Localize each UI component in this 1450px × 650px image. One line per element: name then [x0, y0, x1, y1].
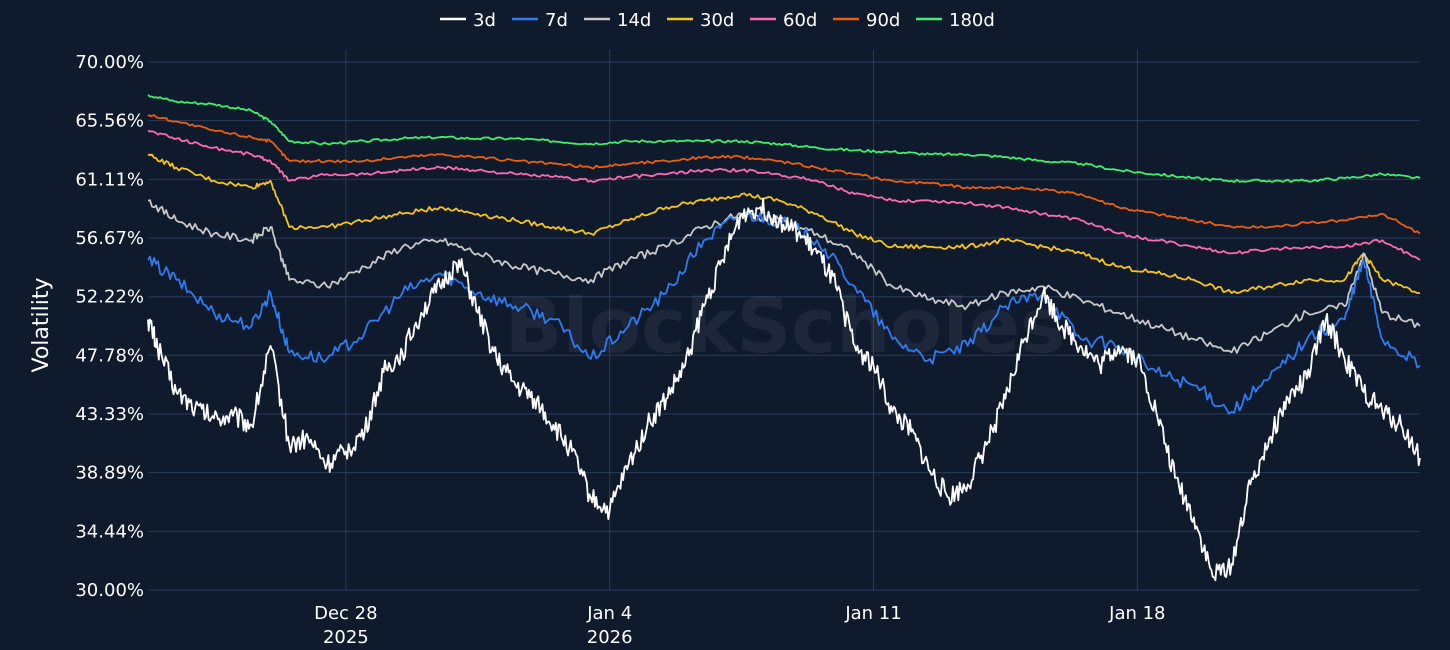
x-tick-year-label: 2026	[587, 627, 633, 648]
legend-item-7d[interactable]: 7d	[512, 10, 568, 31]
y-tick-label: 38.89%	[75, 463, 144, 484]
y-axis: 70.00% 65.56% 61.11% 56.67% 52.22% 47.78% 43.3…	[75, 52, 144, 601]
y-tick-label: 52.22%	[75, 287, 144, 308]
y-tick-label: 30.00%	[75, 580, 144, 601]
y-tick-label: 34.44%	[75, 521, 144, 542]
legend-label: 60d	[783, 10, 817, 31]
legend-label: 90d	[866, 10, 900, 31]
legend-item-90d[interactable]: 90d	[833, 10, 900, 31]
y-tick-label: 65.56%	[75, 111, 144, 132]
legend-label: 30d	[700, 10, 734, 31]
x-tick-year-label: 2025	[323, 627, 369, 648]
legend-label: 14d	[617, 10, 651, 31]
series-line-60d	[147, 129, 1421, 261]
legend-item-3d[interactable]: 3d	[440, 10, 496, 31]
y-tick-label: 61.11%	[75, 169, 144, 190]
series-lines	[147, 94, 1421, 582]
series-line-90d	[147, 114, 1421, 235]
y-axis-title: Volatility	[29, 277, 54, 372]
series-line-180d	[147, 94, 1421, 183]
x-tick-label: Jan 18	[1108, 603, 1165, 624]
x-tick-label: Jan 11	[844, 603, 901, 624]
y-tick-label: 43.33%	[75, 404, 144, 425]
series-line-3d	[147, 197, 1421, 582]
x-tick-label: Jan 4	[586, 603, 632, 624]
series-line-30d	[147, 153, 1421, 294]
legend-item-14d[interactable]: 14d	[584, 10, 651, 31]
legend-label: 3d	[473, 10, 496, 31]
watermark: BlockScholes	[505, 281, 1066, 370]
legend-label: 180d	[949, 10, 995, 31]
legend-item-180d[interactable]: 180d	[916, 10, 995, 31]
x-tick-label: Dec 28	[314, 603, 377, 624]
y-tick-label: 47.78%	[75, 345, 144, 366]
y-tick-label: 70.00%	[75, 52, 144, 73]
legend[interactable]: 3d 7d 14d 30d 60d 90d 180d	[440, 10, 995, 31]
legend-item-60d[interactable]: 60d	[750, 10, 817, 31]
x-axis: Dec 28 2025 Jan 4 2026 Jan 11 Jan 18	[314, 603, 1165, 648]
legend-item-30d[interactable]: 30d	[667, 10, 734, 31]
y-tick-label: 56.67%	[75, 228, 144, 249]
legend-label: 7d	[545, 10, 568, 31]
